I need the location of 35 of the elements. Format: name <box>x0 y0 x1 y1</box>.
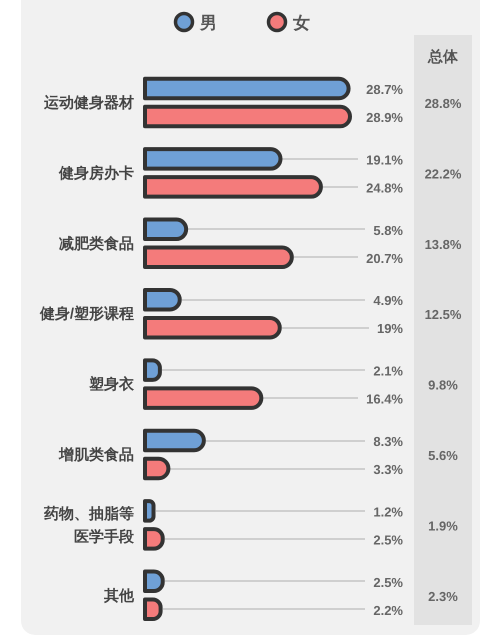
text: 总体 <box>427 48 459 66</box>
data-label: 16.4% <box>366 392 404 407</box>
y-tick-label: 运动健身器材 <box>43 94 134 111</box>
data-label: 2.5% <box>373 532 404 548</box>
y-tick-label: 减肥类食品 <box>59 234 134 252</box>
y-tick-label: 健身/塑形课程 <box>38 304 134 322</box>
data-label: 19.1% <box>366 152 404 168</box>
y-tick-label: 塑身衣 <box>88 374 135 393</box>
y-tick-label: 其他 <box>103 586 135 604</box>
text: 1.9% <box>428 518 458 534</box>
y-tick-label: 增肌类食品 <box>58 446 134 463</box>
legend-label: 女 <box>292 14 310 32</box>
text: 22.2% <box>424 166 462 182</box>
text: 2.3% <box>428 588 458 604</box>
y-tick-label: 药物、抽脂等医学手段 <box>43 504 135 545</box>
text: 12.5% <box>424 307 462 322</box>
data-label: 28.9% <box>366 110 404 125</box>
text: 13.8% <box>424 236 462 252</box>
text: 9.8% <box>428 378 458 393</box>
data-label: 2.1% <box>373 364 404 379</box>
text: 5.6% <box>428 448 458 463</box>
data-label: 19% <box>376 321 404 336</box>
data-label: 4.9% <box>373 293 404 308</box>
data-label: 1.2% <box>373 504 404 520</box>
legend-label: 男 <box>199 14 217 32</box>
data-label: 24.8% <box>366 180 404 196</box>
y-tick-label: 健身房办卡 <box>58 163 134 182</box>
text: 28.8% <box>424 96 462 111</box>
data-label: 28.7% <box>366 82 404 97</box>
data-label: 2.2% <box>373 602 404 618</box>
data-label: 8.3% <box>373 434 404 449</box>
data-label: 5.8% <box>373 222 404 238</box>
data-label: 20.7% <box>366 250 404 266</box>
data-label: 2.5% <box>373 574 404 590</box>
data-label: 3.3% <box>373 462 404 477</box>
